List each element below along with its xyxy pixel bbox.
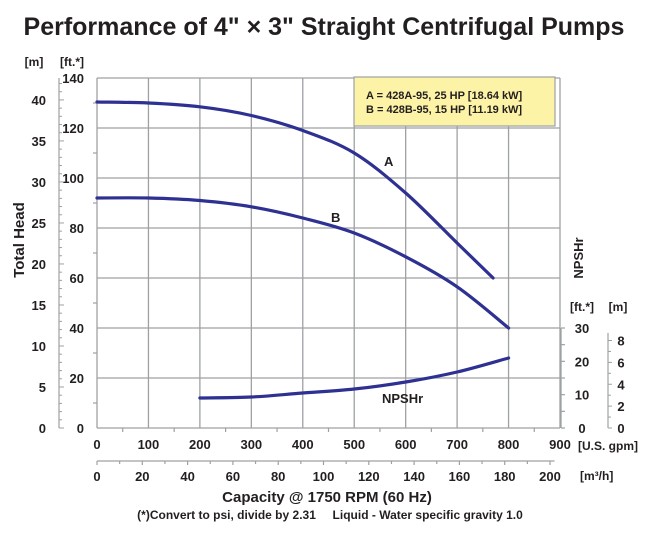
x2-tick-label-m3h: 60 (226, 469, 240, 484)
y-tick-label-ft: 40 (70, 321, 84, 336)
y-tick-label-ft: 60 (70, 271, 84, 286)
y-axis-unit-m: [m] (25, 55, 44, 69)
npshr-tick-label-ft: 0 (578, 421, 585, 436)
y-tick-label-ft: 140 (62, 71, 84, 86)
y-tick-label-m: 15 (32, 298, 46, 313)
y-tick-label-ft: 20 (70, 371, 84, 386)
legend: A = 428A-95, 25 HP [18.64 kW] B = 428B-9… (353, 76, 556, 127)
npshr-unit-m: [m] (609, 300, 628, 314)
x2-tick-label-m3h: 180 (494, 469, 516, 484)
npshr-tick-label-m: 4 (617, 377, 625, 392)
y-tick-label-m: 0 (39, 421, 46, 436)
curve-label-b: B (331, 210, 340, 225)
x2-tick-label-m3h: 120 (358, 469, 380, 484)
y-tick-label-m: 40 (32, 93, 46, 108)
npshr-axis-label: NPSHr (571, 237, 586, 278)
x2-axis-unit-m3h: [m³/h] (580, 469, 613, 483)
npshr-tick-label-m: 0 (617, 421, 624, 436)
npshr-tick-label-m: 6 (617, 355, 624, 370)
y-tick-label-ft: 0 (77, 421, 84, 436)
y-tick-label-ft: 120 (62, 121, 84, 136)
npshr-tick-label-m: 8 (617, 334, 624, 349)
npshr-tick-label-m: 2 (617, 399, 624, 414)
y-tick-label-m: 25 (32, 216, 46, 231)
grid (96, 77, 561, 429)
legend-box (353, 76, 556, 127)
x2-tick-label-m3h: 20 (135, 469, 149, 484)
x2-tick-label-m3h: 0 (93, 469, 100, 484)
y-tick-label-ft: 80 (70, 221, 84, 236)
curve-a (95, 100, 495, 280)
x-tick-label-gpm: 0 (93, 437, 100, 452)
chart-title: Performance of 4" × 3" Straight Centrifu… (24, 13, 625, 41)
npshr-tick-label-ft: 30 (575, 321, 589, 336)
x2-tick-label-m3h: 100 (313, 469, 335, 484)
curve-npshr (198, 356, 511, 400)
x-tick-label-gpm: 700 (446, 437, 468, 452)
y-tick-label-ft: 100 (62, 171, 84, 186)
y-tick-label-m: 20 (32, 257, 46, 272)
y-axis-label: Total Head (11, 202, 28, 278)
legend-entry-a: A = 428A-95, 25 HP [18.64 kW] (366, 90, 523, 102)
x-tick-label-gpm: 100 (138, 437, 160, 452)
x-tick-label-gpm: 400 (292, 437, 314, 452)
x2-tick-label-m3h: 200 (539, 469, 561, 484)
x2-tick-label-m3h: 80 (271, 469, 285, 484)
x-tick-label-gpm: 300 (240, 437, 262, 452)
curve-b (95, 196, 511, 330)
x2-tick-label-m3h: 140 (403, 469, 425, 484)
x2-tick-label-m3h: 40 (180, 469, 194, 484)
x-tick-label-gpm: 200 (189, 437, 211, 452)
x-tick-label-gpm: 900 (549, 437, 571, 452)
y-tick-label-m: 5 (39, 380, 46, 395)
y-tick-label-m: 35 (32, 134, 46, 149)
x-axis-unit-gpm: [U.S. gpm] (578, 439, 638, 453)
legend-entry-b: B = 428B-95, 15 HP [11.19 kW] (366, 104, 522, 116)
curve-label-npshr: NPSHr (382, 391, 423, 406)
y-tick-label-m: 10 (32, 339, 46, 354)
npshr-tick-label-ft: 20 (575, 354, 589, 369)
x2-tick-label-m3h: 160 (449, 469, 471, 484)
x-axis-label: Capacity @ 1750 RPM (60 Hz) (222, 489, 432, 506)
x-tick-label-gpm: 800 (498, 437, 520, 452)
y-tick-label-m: 30 (32, 175, 46, 190)
npshr-unit-ft: [ft.*] (570, 300, 594, 314)
npshr-tick-label-ft: 10 (575, 388, 589, 403)
y-axis-unit-ft: [ft.*] (60, 55, 84, 69)
curve-label-a: A (384, 154, 394, 169)
footnote: (*)Convert to psi, divide by 2.31 Liquid… (137, 508, 523, 522)
curves (95, 100, 511, 400)
x-tick-label-gpm: 500 (343, 437, 365, 452)
x-tick-label-gpm: 600 (395, 437, 417, 452)
